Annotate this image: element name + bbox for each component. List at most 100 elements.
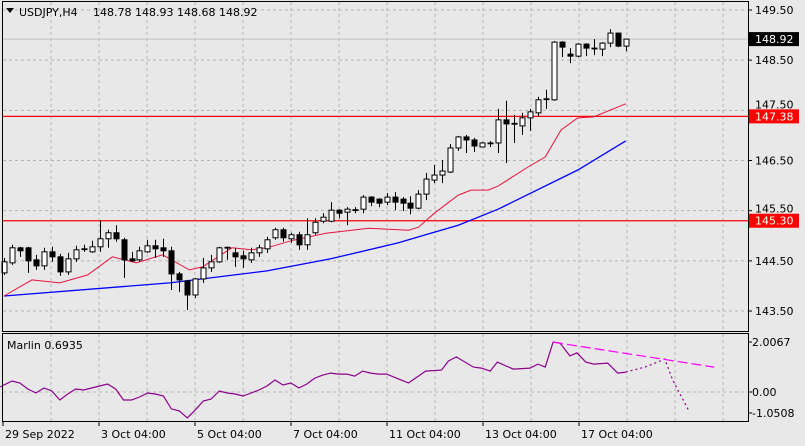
time-axis-label: 3 Oct 04:00 bbox=[101, 428, 166, 441]
time-axis-label: 29 Sep 2022 bbox=[5, 428, 75, 441]
bearish-candle-body bbox=[463, 136, 470, 141]
candle bbox=[264, 236, 271, 253]
bullish-candle-body bbox=[551, 41, 558, 101]
bearish-candle-body bbox=[160, 247, 167, 252]
bullish-candle-body bbox=[607, 32, 614, 44]
candle bbox=[81, 244, 88, 252]
time-axis-label: 5 Oct 04:00 bbox=[197, 428, 262, 441]
candle bbox=[89, 240, 96, 253]
bullish-candle-body bbox=[320, 216, 327, 222]
candle bbox=[73, 245, 80, 262]
price-tick-label: 144.50 bbox=[755, 255, 794, 268]
bullish-candle-body bbox=[272, 229, 279, 239]
candle bbox=[192, 277, 199, 298]
bullish-candle-body bbox=[89, 246, 96, 253]
candle bbox=[144, 239, 151, 253]
candle bbox=[280, 227, 287, 242]
bullish-candle-body bbox=[543, 98, 550, 101]
candle bbox=[168, 246, 175, 290]
bullish-candle-body bbox=[9, 247, 16, 264]
candle bbox=[407, 196, 414, 215]
candle bbox=[503, 100, 510, 164]
bearish-candle-body bbox=[511, 122, 518, 125]
price-axis[interactable]: 149.50 148.50 147.50 146.50 145.50 144.50 143.… bbox=[748, 4, 799, 318]
level-price-label: 145.30 bbox=[755, 215, 794, 228]
bullish-candle-body bbox=[415, 193, 422, 209]
candle bbox=[272, 227, 279, 240]
bullish-candle-body bbox=[479, 142, 486, 148]
bullish-candle-body bbox=[360, 196, 367, 210]
candle bbox=[312, 218, 319, 235]
candle bbox=[160, 238, 167, 257]
bullish-candle-body bbox=[447, 147, 454, 173]
candle bbox=[17, 246, 24, 257]
bullish-candle-body bbox=[216, 247, 223, 263]
candle bbox=[551, 41, 558, 101]
candle bbox=[415, 190, 422, 210]
triangle-down-icon[interactable] bbox=[6, 8, 14, 13]
bearish-candle-body bbox=[113, 232, 120, 240]
bullish-candle-body bbox=[344, 208, 351, 213]
candle bbox=[392, 192, 399, 211]
candle bbox=[288, 232, 295, 243]
bearish-candle-body bbox=[280, 229, 287, 239]
bullish-candle-body bbox=[73, 249, 80, 260]
bearish-candle-body bbox=[232, 252, 239, 258]
candle bbox=[41, 247, 48, 270]
candle bbox=[200, 257, 207, 283]
bullish-candle-body bbox=[144, 245, 151, 253]
candle bbox=[455, 135, 462, 151]
candle bbox=[184, 279, 191, 311]
time-axis[interactable]: 29 Sep 2022 3 Oct 04:00 5 Oct 04:00 7 Oct 0… bbox=[2, 422, 653, 441]
indicator-axis-label: 2.0067 bbox=[752, 336, 791, 349]
bullish-candle-body bbox=[599, 42, 606, 50]
candle bbox=[439, 160, 446, 184]
horizontal-levels[interactable] bbox=[3, 115, 748, 222]
symbol-label: USDJPY,H4 bbox=[19, 6, 78, 19]
marlin-line bbox=[0, 341, 626, 419]
candle bbox=[216, 246, 223, 263]
bearish-candle-body bbox=[25, 247, 32, 262]
current-price-badge bbox=[749, 32, 799, 47]
bearish-candle-body bbox=[591, 47, 598, 50]
bearish-candle-body bbox=[240, 255, 247, 260]
bullish-candle-body bbox=[264, 239, 271, 250]
candle bbox=[240, 250, 247, 268]
candle bbox=[447, 143, 454, 174]
candle bbox=[113, 225, 120, 242]
bullish-candle-body bbox=[487, 142, 494, 145]
price-tick-label: 149.50 bbox=[755, 4, 794, 17]
candle bbox=[232, 247, 239, 267]
candle bbox=[471, 137, 478, 152]
indicator-name: Marlin 0.6935 bbox=[7, 339, 83, 352]
bearish-candle-body bbox=[567, 53, 574, 57]
slow-moving-average-line bbox=[3, 140, 627, 297]
candle bbox=[463, 134, 470, 153]
bearish-candle-body bbox=[57, 256, 64, 273]
candle bbox=[623, 38, 630, 52]
bullish-candle-body bbox=[439, 170, 446, 176]
candle bbox=[615, 32, 622, 48]
bullish-candle-body bbox=[312, 221, 319, 234]
bearish-candle-body bbox=[49, 251, 56, 258]
time-axis-label: 11 Oct 04:00 bbox=[389, 428, 461, 441]
candle bbox=[479, 141, 486, 148]
bearish-candle-body bbox=[407, 202, 414, 209]
bearish-candle-body bbox=[17, 247, 24, 252]
bearish-candle-body bbox=[152, 245, 159, 250]
bullish-candle-body bbox=[97, 238, 104, 248]
bullish-candle-body bbox=[200, 267, 207, 280]
candle bbox=[248, 247, 255, 263]
candle bbox=[352, 207, 359, 214]
marlin-trendline bbox=[553, 341, 715, 368]
candle bbox=[256, 244, 263, 257]
bearish-candle-body bbox=[583, 43, 590, 49]
candle bbox=[121, 237, 128, 278]
bearish-candle-body bbox=[176, 273, 183, 281]
time-axis-label: 13 Oct 04:00 bbox=[485, 428, 557, 441]
candle bbox=[129, 251, 136, 262]
candle bbox=[527, 108, 534, 131]
bullish-candle-body bbox=[192, 278, 199, 296]
bearish-candle-body bbox=[336, 209, 343, 214]
